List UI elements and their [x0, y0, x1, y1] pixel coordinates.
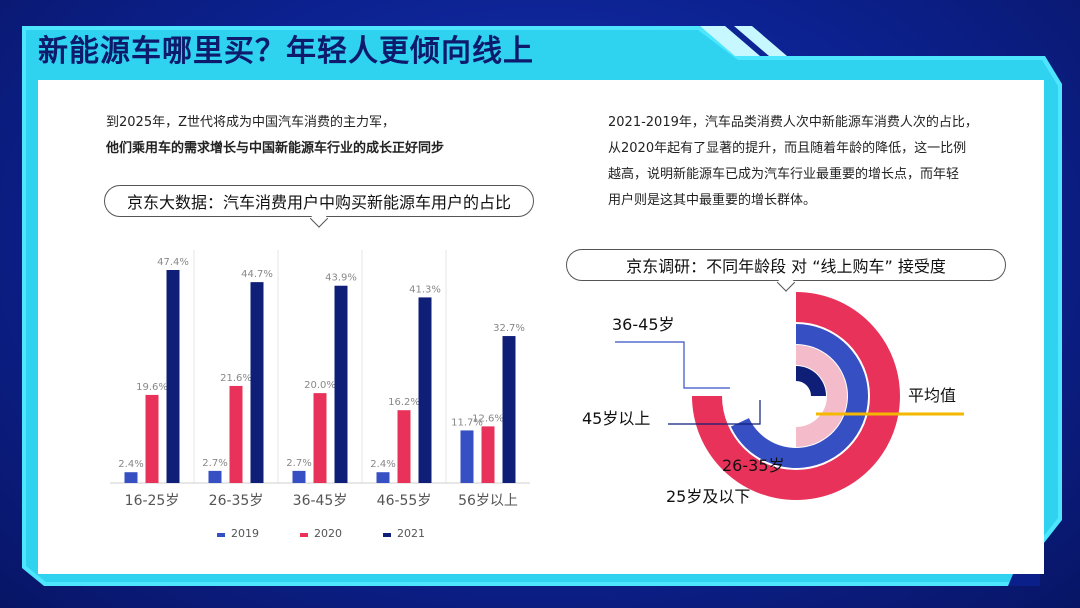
- bar-2019-3: [292, 470, 306, 483]
- bar-2021-2: [250, 282, 264, 483]
- bar-2019-1: [124, 472, 138, 483]
- bar-2021-4: [418, 297, 432, 483]
- bar-2021-1: [166, 270, 180, 483]
- legend-label: 2019: [231, 527, 259, 540]
- legend-label: 2020: [314, 527, 342, 540]
- radial-category-label: 26-35岁: [722, 456, 785, 475]
- data-label: 2.7%: [286, 458, 311, 469]
- legend-swatch-2019: [217, 533, 225, 537]
- radial-bar-4: [796, 366, 826, 396]
- data-label: 47.4%: [157, 257, 189, 268]
- bar-2019-5: [460, 430, 474, 483]
- radial-chart-callout-text: 京东调研：不同年龄段 对 “线上购车” 接受度: [626, 257, 946, 276]
- bar-chart-callout-text: 京东大数据：汽车消费用户中购买新能源车用户的占比: [126, 193, 511, 212]
- right-description: 2021-2019年，汽车品类消费人次中新能源车消费人次的占比， 从2020年起…: [608, 110, 1008, 214]
- right-text-line4: 用户则是这其中最重要的增长群体。: [608, 193, 817, 208]
- radial-category-label: 36-45岁: [612, 315, 675, 334]
- data-label: 12.6%: [472, 413, 504, 424]
- average-label: 平均值: [908, 386, 956, 405]
- left-text-line2: 他们乘用车的需求增长与中国新能源车行业的成长正好同步: [106, 141, 445, 156]
- legend-label: 2021: [397, 527, 425, 540]
- data-label: 2.7%: [202, 458, 227, 469]
- right-text-line3: 越高，说明新能源车已成为汽车行业最重要的增长点，而年轻: [608, 167, 960, 182]
- leader-line-45plus: [668, 400, 761, 425]
- legend-swatch-2020: [300, 533, 308, 537]
- leader-line-36-45: [615, 341, 730, 389]
- legend-swatch-2021: [383, 533, 391, 537]
- x-tick-label: 36-45岁: [293, 493, 348, 509]
- data-label: 20.0%: [304, 380, 336, 391]
- bar-2020-1: [145, 394, 159, 483]
- bar-2020-2: [229, 385, 243, 483]
- right-text-line1: 2021-2019年，汽车品类消费人次中新能源车消费人次的占比，: [608, 115, 978, 130]
- radial-category-label: 25岁及以下: [666, 487, 750, 506]
- radial-category-label: 45岁以上: [582, 409, 650, 428]
- bar-2020-5: [481, 426, 495, 483]
- data-label: 21.6%: [220, 373, 252, 384]
- left-description: 到2025年，Z世代将成为中国汽车消费的主力军， 他们乘用车的需求增长与中国新能…: [106, 110, 546, 162]
- bar-chart-callout: 京东大数据：汽车消费用户中购买新能源车用户的占比: [104, 185, 534, 228]
- left-text-line1: 到2025年，Z世代将成为中国汽车消费的主力军，: [106, 115, 395, 130]
- right-text-line2: 从2020年起有了显著的提升，而且随着年龄的降低，这一比例: [608, 141, 967, 156]
- x-tick-label: 46-55岁: [377, 493, 432, 509]
- radial-chart: 平均值 25岁及以下 26-35岁 36-45岁 45岁以上: [582, 292, 964, 506]
- x-tick-label: 56岁以上: [458, 493, 518, 509]
- data-label: 11.7%: [451, 417, 483, 428]
- bar-2019-2: [208, 470, 222, 483]
- radial-bar-3: [796, 345, 847, 447]
- bar-chart: 2.4% 19.6% 47.4% 16-25岁 2.7% 21.6% 44.7% 26-35岁…: [110, 250, 530, 540]
- bar-2019-4: [376, 472, 390, 483]
- page-title: 新能源车哪里买？年轻人更倾向线上: [38, 34, 534, 69]
- bar-2021-3: [334, 285, 348, 483]
- radial-chart-callout: 京东调研：不同年龄段 对 “线上购车” 接受度: [566, 249, 1006, 292]
- bar-2020-3: [313, 393, 327, 483]
- data-label: 2.4%: [370, 459, 395, 470]
- data-label: 2.4%: [118, 459, 143, 470]
- content-card: [38, 80, 1044, 574]
- bar-2021-5: [502, 336, 516, 483]
- data-label: 41.3%: [409, 284, 441, 295]
- x-tick-label: 16-25岁: [125, 493, 180, 509]
- bar-2020-4: [397, 410, 411, 483]
- data-label: 43.9%: [325, 273, 357, 284]
- data-label: 19.6%: [136, 382, 168, 393]
- x-tick-label: 26-35岁: [209, 493, 264, 509]
- radial-bar-2: [730, 324, 868, 468]
- data-label: 16.2%: [388, 397, 420, 408]
- data-label: 44.7%: [241, 269, 273, 280]
- data-label: 32.7%: [493, 323, 525, 334]
